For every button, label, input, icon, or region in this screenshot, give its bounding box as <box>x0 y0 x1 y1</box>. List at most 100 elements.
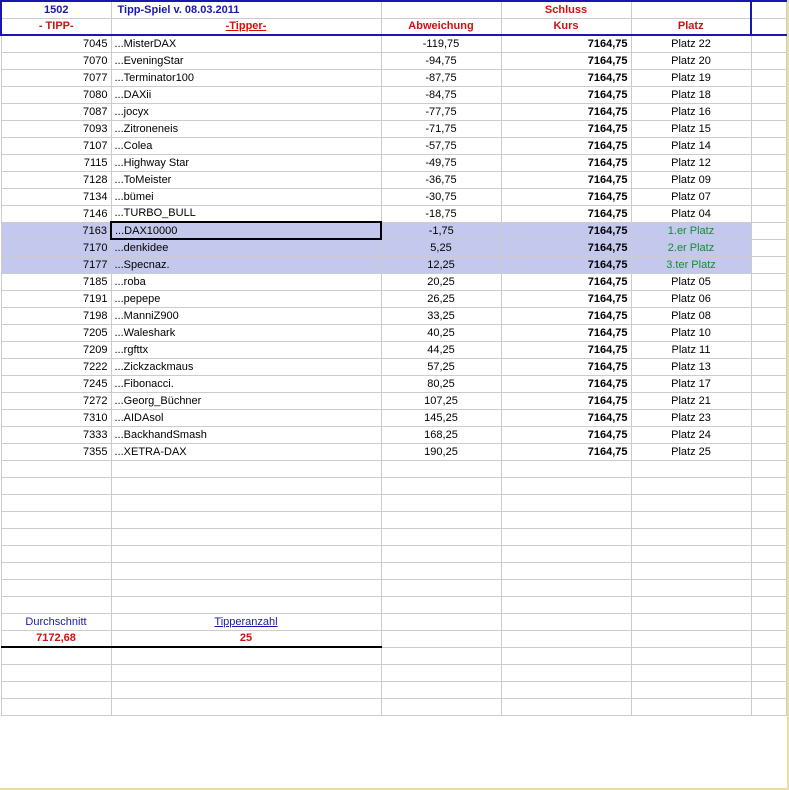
abw-cell[interactable]: 26,25 <box>381 290 501 307</box>
empty-cell[interactable] <box>501 698 631 715</box>
empty-cell[interactable] <box>381 528 501 545</box>
empty-cell[interactable] <box>381 596 501 613</box>
tipper-cell[interactable]: ...denkidee <box>111 239 381 256</box>
empty-cell[interactable] <box>501 562 631 579</box>
empty-cell[interactable] <box>111 698 381 715</box>
cell[interactable] <box>751 324 787 341</box>
empty-cell[interactable] <box>631 511 751 528</box>
platz-cell[interactable]: Platz 15 <box>631 120 751 137</box>
table-row[interactable]: 7070...EveningStar-94,757164,75Platz 20 <box>1 52 787 69</box>
header-platz[interactable]: Platz <box>631 18 751 35</box>
empty-cell[interactable] <box>111 528 381 545</box>
tipp-cell[interactable]: 7222 <box>1 358 111 375</box>
empty-cell[interactable] <box>111 579 381 596</box>
header-empty[interactable] <box>381 1 501 18</box>
table-row[interactable]: 7087...jocyx-77,757164,75Platz 16 <box>1 103 787 120</box>
table-row[interactable]: 7077...Terminator100-87,757164,75Platz 1… <box>1 69 787 86</box>
empty-cell[interactable] <box>501 460 631 477</box>
empty-cell[interactable] <box>501 596 631 613</box>
table-row[interactable]: 7209...rgfttx44,257164,75Platz 11 <box>1 341 787 358</box>
empty-cell[interactable] <box>631 579 751 596</box>
empty-cell[interactable] <box>1 528 111 545</box>
tipper-cell[interactable]: ...Georg_Büchner <box>111 392 381 409</box>
tipp-cell[interactable]: 7333 <box>1 426 111 443</box>
abw-cell[interactable]: -71,75 <box>381 120 501 137</box>
table-row[interactable]: 7093...Zitroneneis-71,757164,75Platz 15 <box>1 120 787 137</box>
platz-cell[interactable]: Platz 05 <box>631 273 751 290</box>
tipper-cell[interactable]: ...jocyx <box>111 103 381 120</box>
abw-cell[interactable]: 57,25 <box>381 358 501 375</box>
abw-cell[interactable]: -87,75 <box>381 69 501 86</box>
tipper-cell[interactable]: ...Terminator100 <box>111 69 381 86</box>
table-row[interactable]: 7045...MisterDAX-119,757164,75Platz 22 <box>1 35 787 52</box>
tipper-cell[interactable]: ...pepepe <box>111 290 381 307</box>
empty-cell[interactable] <box>381 562 501 579</box>
platz-cell[interactable]: Platz 24 <box>631 426 751 443</box>
cell[interactable] <box>751 341 787 358</box>
tipp-cell[interactable]: 7310 <box>1 409 111 426</box>
empty-cell[interactable] <box>501 494 631 511</box>
cell[interactable] <box>751 188 787 205</box>
empty-cell[interactable] <box>751 545 787 562</box>
cell[interactable] <box>751 239 787 256</box>
abw-cell[interactable]: -49,75 <box>381 154 501 171</box>
abw-cell[interactable]: -18,75 <box>381 205 501 222</box>
empty-cell[interactable] <box>1 511 111 528</box>
tipp-cell[interactable]: 7245 <box>1 375 111 392</box>
cell[interactable] <box>751 273 787 290</box>
empty-cell[interactable] <box>1 545 111 562</box>
empty-cell[interactable] <box>501 528 631 545</box>
empty-cell[interactable] <box>1 596 111 613</box>
empty-cell[interactable] <box>631 596 751 613</box>
tipp-cell[interactable]: 7146 <box>1 205 111 222</box>
kurs-cell[interactable]: 7164,75 <box>501 273 631 290</box>
empty-cell[interactable] <box>751 698 787 715</box>
kurs-cell[interactable]: 7164,75 <box>501 188 631 205</box>
tipper-cell[interactable]: ...ToMeister <box>111 171 381 188</box>
table-row[interactable]: 7333...BackhandSmash168,257164,75Platz 2… <box>1 426 787 443</box>
tipp-cell[interactable]: 7128 <box>1 171 111 188</box>
abw-cell[interactable]: -94,75 <box>381 52 501 69</box>
tipper-cell[interactable]: ...EveningStar <box>111 52 381 69</box>
empty-cell[interactable] <box>751 647 787 664</box>
empty-cell[interactable] <box>111 647 381 664</box>
empty-cell[interactable] <box>631 494 751 511</box>
tipper-cell[interactable]: ...Zitroneneis <box>111 120 381 137</box>
platz-cell[interactable]: Platz 19 <box>631 69 751 86</box>
empty-cell[interactable] <box>751 477 787 494</box>
abw-cell[interactable]: 145,25 <box>381 409 501 426</box>
summary-label-durchschnitt[interactable]: Durchschnitt <box>1 613 111 630</box>
summary-val-tipperanzahl[interactable]: 25 <box>111 630 381 647</box>
platz-cell[interactable]: Platz 09 <box>631 171 751 188</box>
platz-cell[interactable]: Platz 12 <box>631 154 751 171</box>
header-tipp[interactable]: - TIPP- <box>1 18 111 35</box>
kurs-cell[interactable]: 7164,75 <box>501 137 631 154</box>
empty-cell[interactable] <box>381 579 501 596</box>
cell[interactable] <box>751 630 787 647</box>
kurs-cell[interactable]: 7164,75 <box>501 443 631 460</box>
empty-cell[interactable] <box>501 579 631 596</box>
platz-cell[interactable]: Platz 23 <box>631 409 751 426</box>
cell[interactable] <box>751 120 787 137</box>
table-row[interactable]: 7163...DAX10000-1,757164,751.er Platz <box>1 222 787 239</box>
cell[interactable] <box>751 613 787 630</box>
tipper-cell[interactable]: ...DAXii <box>111 86 381 103</box>
abw-cell[interactable]: -1,75 <box>381 222 501 239</box>
tipp-cell[interactable]: 7107 <box>1 137 111 154</box>
tipper-cell[interactable]: ...AIDAsol <box>111 409 381 426</box>
empty-cell[interactable] <box>381 698 501 715</box>
cell[interactable] <box>751 171 787 188</box>
cell[interactable] <box>751 205 787 222</box>
kurs-cell[interactable]: 7164,75 <box>501 103 631 120</box>
cell[interactable] <box>751 103 787 120</box>
table-row[interactable]: 7198...ManniZ90033,257164,75Platz 08 <box>1 307 787 324</box>
table-row[interactable]: 7170...denkidee5,257164,752.er Platz <box>1 239 787 256</box>
tipper-cell[interactable]: ...TURBO_BULL <box>111 205 381 222</box>
kurs-cell[interactable]: 7164,75 <box>501 256 631 273</box>
table-row[interactable]: 7134...bümei-30,757164,75Platz 07 <box>1 188 787 205</box>
abw-cell[interactable]: 20,25 <box>381 273 501 290</box>
header-abweichung[interactable]: Abweichung <box>381 18 501 35</box>
table-row[interactable]: 7205...Waleshark40,257164,75Platz 10 <box>1 324 787 341</box>
empty-cell[interactable] <box>381 647 501 664</box>
cell[interactable] <box>751 154 787 171</box>
